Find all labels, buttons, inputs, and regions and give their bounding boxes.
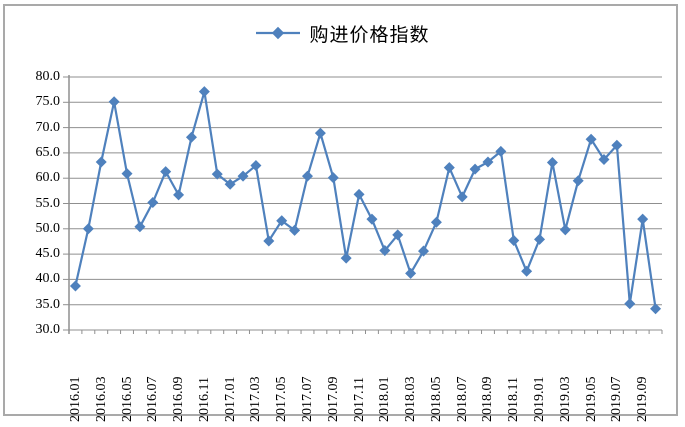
data-point-marker xyxy=(585,133,597,145)
data-point-marker xyxy=(69,280,81,292)
y-tick-label: 45.0 xyxy=(35,246,61,262)
data-point-marker xyxy=(598,153,610,165)
data-point-marker xyxy=(624,298,636,310)
y-tick-label: 65.0 xyxy=(35,144,61,160)
x-tick-label: 2019.03 xyxy=(557,376,573,423)
data-point-marker xyxy=(495,145,507,157)
x-tick-label: 2019.09 xyxy=(635,376,651,423)
data-point-marker xyxy=(366,213,378,225)
x-tick-label: 2016.11 xyxy=(196,377,212,422)
data-point-marker xyxy=(301,170,313,182)
data-point-marker xyxy=(443,162,455,174)
x-tick-label: 2019.05 xyxy=(583,376,599,423)
data-point-marker xyxy=(314,127,326,139)
data-point-marker xyxy=(198,86,210,98)
data-point-marker xyxy=(405,267,417,279)
data-point-marker xyxy=(508,234,520,246)
x-tick-label: 2017.11 xyxy=(351,377,367,422)
data-point-marker xyxy=(456,191,468,203)
x-tick-label: 2016.01 xyxy=(67,376,83,423)
x-tick-label: 2018.09 xyxy=(480,376,496,423)
data-point-marker xyxy=(276,215,288,227)
data-point-marker xyxy=(650,303,662,315)
data-point-marker xyxy=(392,229,404,241)
x-tick-label: 2018.03 xyxy=(403,376,419,423)
series-line xyxy=(74,90,657,309)
legend: 购进价格指数 xyxy=(0,20,685,46)
data-point-marker xyxy=(121,168,133,180)
x-tick-label: 2017.07 xyxy=(299,376,315,423)
data-point-marker xyxy=(418,245,430,257)
y-tick-label: 70.0 xyxy=(35,119,61,135)
y-tick-label: 30.0 xyxy=(35,322,61,337)
data-point-marker xyxy=(237,170,249,182)
data-point-marker xyxy=(340,252,352,264)
data-point-marker xyxy=(250,160,262,172)
x-tick-label: 2019.07 xyxy=(609,376,625,423)
data-point-marker xyxy=(211,168,223,180)
y-tick-label: 35.0 xyxy=(35,296,61,312)
x-tick-label: 2017.03 xyxy=(248,376,264,423)
x-tick-label: 2018.11 xyxy=(506,377,522,422)
x-tick-label: 2017.05 xyxy=(274,376,290,423)
data-point-marker xyxy=(173,189,185,201)
y-tick-label: 40.0 xyxy=(35,271,61,287)
data-point-marker xyxy=(263,235,275,247)
legend-line-marker-icon xyxy=(256,26,301,40)
data-point-marker xyxy=(469,163,481,175)
data-point-marker xyxy=(353,188,365,200)
chart-frame[interactable] xyxy=(3,4,678,416)
legend-series-label: 购进价格指数 xyxy=(309,24,430,46)
data-point-marker xyxy=(482,156,494,168)
data-point-marker xyxy=(160,166,172,178)
data-point-marker xyxy=(521,265,533,277)
x-tick-label: 2018.01 xyxy=(377,376,393,423)
x-tick-label: 2016.07 xyxy=(145,376,161,423)
data-point-marker xyxy=(559,224,571,236)
data-point-marker xyxy=(147,196,159,208)
y-tick-label: 75.0 xyxy=(35,94,61,110)
data-point-marker xyxy=(327,172,339,184)
x-tick-label: 2016.03 xyxy=(93,376,109,423)
x-tick-label: 2016.05 xyxy=(119,376,135,423)
y-tick-label: 60.0 xyxy=(35,170,61,186)
data-point-marker xyxy=(95,156,107,168)
x-tick-label: 2019.01 xyxy=(532,376,548,423)
y-tick-label: 55.0 xyxy=(35,195,61,211)
data-point-marker xyxy=(546,157,558,169)
data-point-marker xyxy=(637,213,649,225)
y-tick-label: 50.0 xyxy=(35,220,61,236)
data-point-marker xyxy=(572,175,584,187)
data-point-marker xyxy=(108,96,120,108)
data-point-marker xyxy=(185,131,197,143)
data-point-marker xyxy=(82,223,94,235)
data-point-marker xyxy=(224,178,236,190)
data-point-marker xyxy=(611,139,623,151)
data-point-marker xyxy=(289,224,301,236)
data-point-marker xyxy=(430,216,442,228)
data-point-marker xyxy=(379,245,391,257)
x-tick-label: 2018.07 xyxy=(454,376,470,423)
x-tick-label: 2016.09 xyxy=(171,376,187,423)
data-point-marker xyxy=(534,233,546,245)
y-tick-label: 80.0 xyxy=(35,69,61,84)
data-point-marker xyxy=(134,221,146,233)
x-tick-label: 2017.09 xyxy=(325,376,341,423)
x-tick-label: 2018.05 xyxy=(428,376,444,423)
x-tick-label: 2017.01 xyxy=(222,376,238,423)
